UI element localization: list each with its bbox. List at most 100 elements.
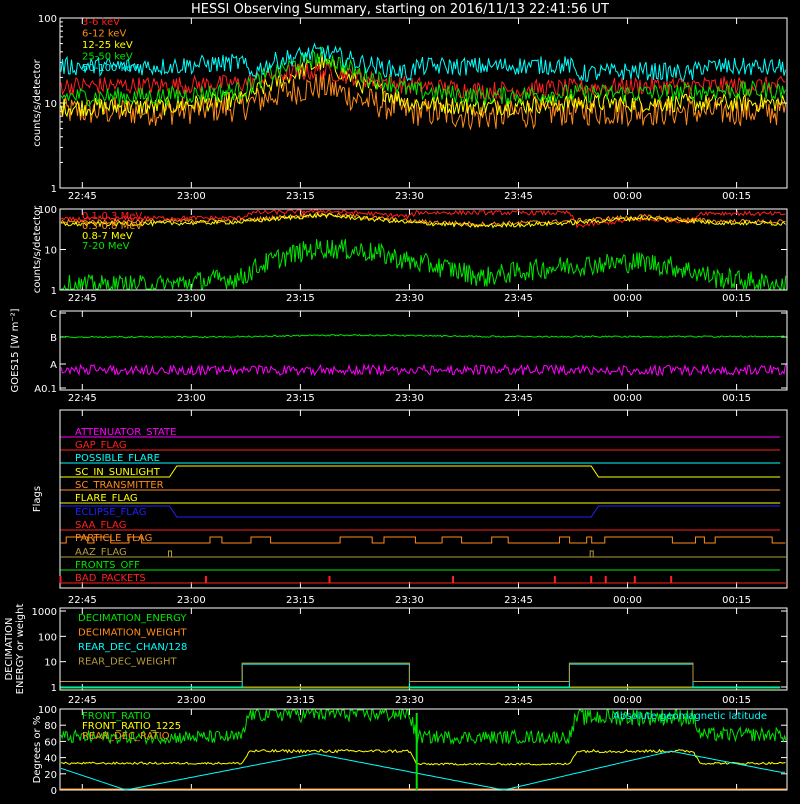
ratios-front-ratio-1225	[60, 748, 786, 766]
flag-blip	[589, 550, 594, 557]
flag-label: AAZ_FLAG	[75, 547, 127, 558]
rates-high-series-2	[60, 212, 786, 229]
rates-low-xtick-label: 00:15	[722, 191, 751, 202]
flag-label: POSSIBLE_FLARE	[75, 453, 160, 464]
rates-low-xtick-label: 23:15	[286, 191, 315, 202]
decimation-legend-entry: REAR_DEC_CHAN/128	[78, 642, 187, 653]
ratios-front-ratio	[60, 708, 787, 746]
decimation-xtick-label: 23:00	[177, 695, 206, 706]
rates-low-series-4	[60, 42, 786, 82]
goes-xtick-label: 23:15	[286, 393, 315, 404]
goes-ylabel: GOES15 [W m⁻²]	[10, 308, 21, 392]
flag-trace-particle	[60, 536, 786, 544]
rates-high-ytick-label: 1	[51, 286, 57, 297]
decimation-xtick-label: 22:45	[68, 695, 97, 706]
goes-long-line	[60, 333, 786, 339]
decimation-ylabel-line: ENERGY or weight	[15, 604, 26, 695]
decimation-xtick-label: 23:45	[504, 695, 533, 706]
goes-frame	[59, 310, 788, 391]
rates-high-xtick-label: 23:30	[395, 293, 424, 304]
goes-xtick-label: 23:45	[504, 393, 533, 404]
ratios-ytick-label: 40	[44, 754, 57, 765]
rates-low-ytick-label: 1	[51, 184, 57, 195]
rates-high-series-3	[61, 238, 787, 291]
flag-label: SAA_FLAG	[75, 520, 126, 531]
rates-high-xtick-label: 00:15	[722, 293, 751, 304]
rates-low-ytick-label: 10	[44, 99, 57, 110]
ratios-legend-entry: FRONT_RATIO	[82, 711, 151, 722]
decimation-series-3	[60, 662, 781, 682]
rates-low-ylabel: counts/s/detector	[32, 58, 43, 146]
decimation-ytick-label: 1	[51, 683, 57, 694]
plot-title: HESSI Observing Summary, starting on 201…	[191, 2, 609, 17]
flags-xtick-label: 00:15	[722, 595, 751, 606]
ratios-frame	[59, 708, 788, 791]
ratios-ytick-label: 80	[44, 721, 57, 732]
ratios-legend-entry: REAR_DEC_RATIO	[82, 731, 170, 742]
ratios-ytick-label: 20	[44, 770, 57, 781]
rates-high-series-1	[60, 211, 786, 228]
flag-blip	[168, 550, 173, 557]
flag-label: ECLIPSE_FLAG	[75, 507, 146, 518]
panels-group: 22:45 23:00 23:15 23:30 23:45 00:00 00:1511010…	[4, 14, 788, 797]
goes-short-line	[60, 363, 786, 377]
ratios-legend-entry: FRONT_RATIO_1225	[82, 721, 181, 732]
flag-label: FLARE_FLAG	[75, 493, 138, 504]
rates-low-ytick-label: 100	[38, 14, 57, 25]
rates-high-ytick-label: 100	[38, 205, 57, 216]
flag-label: PARTICLE_FLAG	[75, 533, 152, 544]
rates-low-legend-entry: 3-6 keV	[82, 17, 120, 28]
decimation-ytick-label: 10	[44, 658, 57, 669]
rates-high-xtick-label: 23:00	[177, 293, 206, 304]
flag-label: SC_IN_SUNLIGHT	[75, 467, 161, 478]
flags-ylabel: Flags	[32, 486, 43, 512]
rates-low-legend-entry: 25-50 keV	[82, 52, 133, 63]
flag-trace	[60, 465, 781, 478]
flags-xtick-label: 23:15	[286, 595, 315, 606]
rates-high-xtick-label: 23:15	[286, 293, 315, 304]
goes-ytick-label: A	[50, 360, 57, 371]
rates-low-xtick-label: 23:45	[504, 191, 533, 202]
decimation-xtick-label: 00:00	[613, 695, 642, 706]
flag-trace	[60, 505, 781, 518]
ratios-annotation: Absolute geomagnetic latitude	[613, 711, 767, 722]
rates-high-legend-entry: 0.3-0.8 MeV	[82, 221, 142, 232]
flag-label: GAP_FLAG	[75, 440, 127, 451]
goes-xtick-label: 00:00	[613, 393, 642, 404]
rates-high-ytick-label: 10	[44, 246, 57, 257]
rates-low-legend-entry: 6-12 keV	[82, 29, 126, 40]
rates-high-legend-entry: 7-20 MeV	[82, 241, 130, 252]
decimation-xtick-label: 00:15	[722, 695, 751, 706]
decimation-ylabel-line: DECIMATION	[4, 617, 15, 680]
rates-low-xtick-label: 23:00	[177, 191, 206, 202]
rates-high-xtick-label: 22:45	[68, 293, 97, 304]
goes-ytick-label: A0.1	[34, 384, 57, 395]
rates-high-xtick-label: 00:00	[613, 293, 642, 304]
rates-high-legend-entry: 0.1-0.3 MeV	[82, 211, 142, 222]
decimation-legend-entry: REAR_DEC_WEIGHT	[78, 657, 177, 668]
goes-ytick-label: B	[50, 333, 57, 344]
ratios-ylabel: Degrees or %	[32, 716, 43, 784]
goes-ytick-label: C	[50, 309, 57, 320]
goes-xtick-label: 22:45	[68, 393, 97, 404]
decimation-ytick-label: 1000	[32, 607, 57, 618]
decimation-legend-entry: DECIMATION_ENERGY	[78, 613, 187, 624]
goes-xtick-label: 23:00	[177, 393, 206, 404]
ratios-ytick-label: 0	[51, 786, 57, 797]
rates-low-xtick-label: 23:30	[395, 191, 424, 202]
flag-label: FRONTS_OFF	[75, 560, 140, 571]
ratios-geomagnetic-latitude	[60, 750, 785, 791]
flag-label: BAD_PACKETS	[75, 573, 146, 584]
rates-low-legend-entry: 12-25 keV	[82, 40, 133, 51]
flags-xtick-label: 23:45	[504, 595, 533, 606]
decimation-ytick-label: 100	[38, 632, 57, 643]
ratios-ytick-label: 60	[44, 737, 57, 748]
flag-label: ATTENUATOR_STATE	[75, 427, 176, 438]
goes-xtick-label: 23:30	[395, 393, 424, 404]
decimation-xtick-label: 23:30	[395, 695, 424, 706]
rates-low-series-2	[60, 54, 786, 118]
rates-low-xtick-label: 22:45	[68, 191, 97, 202]
